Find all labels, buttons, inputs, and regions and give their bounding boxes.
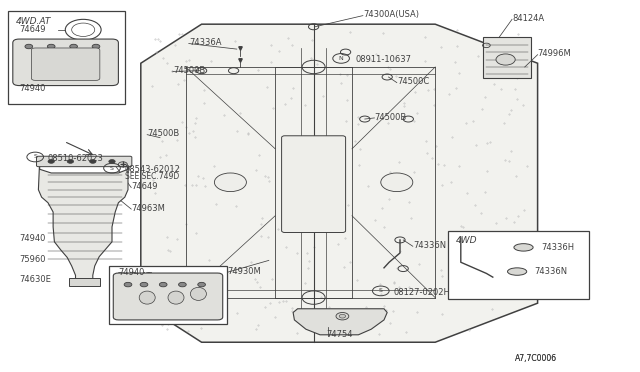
Text: 75960: 75960 (19, 255, 45, 264)
Circle shape (124, 282, 132, 287)
Circle shape (198, 282, 205, 287)
Text: 74500B: 74500B (147, 129, 179, 138)
FancyBboxPatch shape (113, 273, 223, 320)
Text: 84124A: 84124A (512, 14, 544, 23)
Text: N: N (339, 56, 344, 61)
Text: 4WD.AT: 4WD.AT (15, 17, 51, 26)
Text: 74336N: 74336N (413, 241, 446, 250)
Ellipse shape (514, 244, 533, 251)
Text: SEE SEC.749D: SEE SEC.749D (125, 172, 179, 181)
Ellipse shape (191, 287, 206, 301)
Text: 08543-62012: 08543-62012 (125, 165, 180, 174)
Circle shape (92, 44, 100, 49)
Circle shape (70, 44, 77, 49)
Bar (69, 278, 100, 286)
Text: 74754: 74754 (326, 330, 353, 339)
Ellipse shape (140, 291, 156, 304)
FancyBboxPatch shape (13, 39, 118, 86)
FancyBboxPatch shape (31, 48, 100, 80)
Text: 74649: 74649 (131, 182, 157, 191)
Text: A7,7C0006: A7,7C0006 (515, 355, 557, 363)
Circle shape (109, 160, 115, 163)
Ellipse shape (168, 291, 184, 304)
Circle shape (336, 312, 349, 320)
Text: 74500B: 74500B (173, 66, 205, 75)
Circle shape (339, 314, 346, 318)
Circle shape (381, 173, 413, 192)
Text: 74940: 74940 (19, 84, 45, 93)
Circle shape (140, 282, 148, 287)
Circle shape (496, 54, 515, 65)
Text: 74500B: 74500B (374, 113, 406, 122)
Text: 74300A(USA): 74300A(USA) (364, 10, 420, 19)
FancyBboxPatch shape (282, 136, 346, 232)
Circle shape (48, 160, 54, 163)
Text: 74500C: 74500C (397, 77, 429, 86)
Circle shape (179, 282, 186, 287)
Polygon shape (38, 160, 128, 280)
Text: 74336N: 74336N (534, 267, 568, 276)
Bar (8, 11, 125, 104)
Text: 74940: 74940 (19, 234, 45, 243)
Bar (483, 37, 531, 78)
Text: 74996M: 74996M (538, 49, 572, 58)
Circle shape (294, 171, 333, 193)
Text: S: S (110, 166, 114, 171)
Text: 4WD: 4WD (456, 236, 477, 245)
Text: 08127-0202H: 08127-0202H (394, 288, 451, 296)
Circle shape (25, 44, 33, 49)
Circle shape (90, 160, 96, 163)
FancyBboxPatch shape (36, 156, 132, 167)
Text: 74336A: 74336A (189, 38, 221, 47)
Text: 2WD.AT: 2WD.AT (116, 272, 152, 280)
Polygon shape (141, 24, 538, 342)
Text: S: S (379, 288, 383, 294)
Text: 08510-62023: 08510-62023 (48, 154, 104, 163)
Circle shape (214, 173, 246, 192)
Text: 74336H: 74336H (541, 243, 574, 252)
Text: A7,7C0006: A7,7C0006 (515, 355, 557, 363)
Text: 74940: 74940 (118, 268, 145, 277)
Circle shape (67, 160, 74, 163)
Ellipse shape (508, 268, 527, 275)
Circle shape (159, 282, 167, 287)
Text: 08911-10637: 08911-10637 (355, 55, 412, 64)
Text: 74630E: 74630E (19, 275, 51, 284)
Bar (109, 266, 227, 324)
Circle shape (47, 44, 55, 49)
Text: 74963M: 74963M (131, 204, 165, 213)
Bar (448, 231, 589, 299)
Text: S: S (33, 154, 37, 160)
Polygon shape (293, 309, 387, 335)
Text: 74930M: 74930M (227, 267, 261, 276)
Text: 74649: 74649 (19, 25, 45, 34)
